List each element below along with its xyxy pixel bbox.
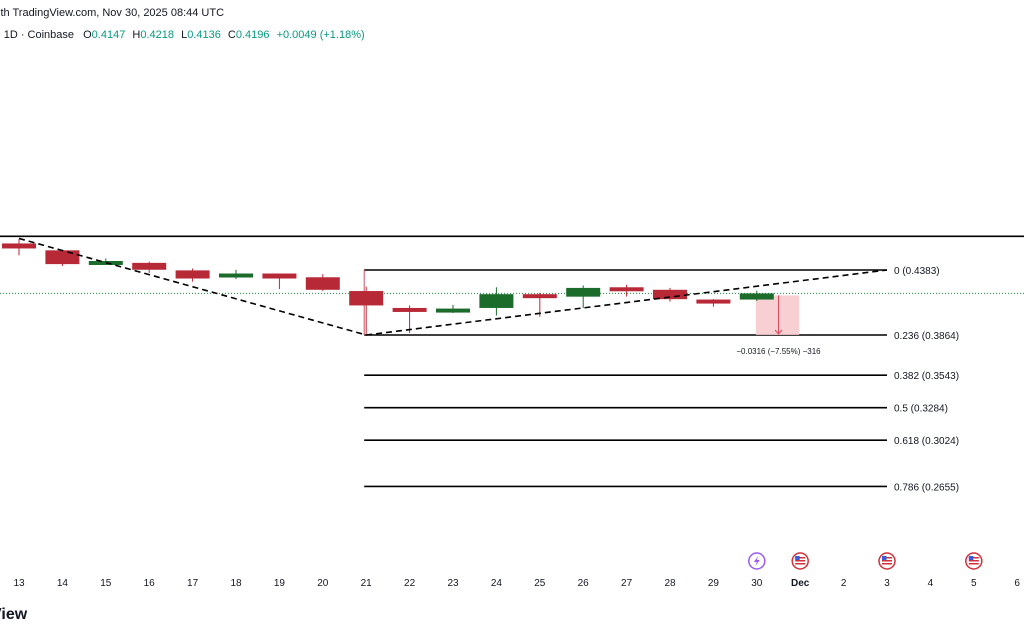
x-axis-tick-label: 17 xyxy=(187,578,199,589)
candle-body xyxy=(479,294,514,308)
x-axis-tick-label: 22 xyxy=(404,578,416,589)
candle-body xyxy=(522,294,557,299)
flag-canton xyxy=(968,556,974,560)
candle-body xyxy=(392,307,427,312)
x-axis-tick-label: 13 xyxy=(13,578,25,589)
x-axis-tick-label: 16 xyxy=(144,578,156,589)
ohlc-legend: · 1D · Coinbase O0.4147 H0.4218 L0.4136 … xyxy=(0,29,369,41)
x-axis-tick-label: 3 xyxy=(884,578,890,589)
flag-stripe xyxy=(795,563,806,565)
x-axis-tick-label: 4 xyxy=(928,578,934,589)
x-axis-tick-label: 26 xyxy=(578,578,590,589)
flag-canton xyxy=(795,556,800,560)
x-axis-tick-label: 30 xyxy=(751,578,763,589)
x-axis-tick-label: 19 xyxy=(274,578,286,589)
trendline xyxy=(18,237,367,336)
lightning-glyph xyxy=(753,556,760,566)
change-value: +0.0049 (+1.18%) xyxy=(276,29,365,41)
flag-stripe xyxy=(882,563,892,565)
candle-body xyxy=(45,250,80,265)
published-info: ith TradingView.com, Nov 30, 2025 08:44 … xyxy=(0,7,225,19)
candle-body xyxy=(305,277,340,290)
flag-stripe xyxy=(882,557,892,559)
fib-level-label: 0.618 (0.3024) xyxy=(894,436,959,447)
x-axis-tick-label: 21 xyxy=(361,578,373,589)
x-axis-tick-label: 25 xyxy=(534,578,546,589)
candle-body xyxy=(696,299,731,304)
x-axis-tick-label: 2 xyxy=(841,578,847,589)
fib-level-label: 0.382 (0.3543) xyxy=(894,371,959,382)
measure-box xyxy=(755,295,800,335)
fib-level-label: 0 (0.4383) xyxy=(894,266,940,277)
candle-body xyxy=(349,291,384,306)
close-key: C xyxy=(227,29,236,41)
x-axis-tick-label: 18 xyxy=(230,578,242,589)
x-axis-tick-label: 6 xyxy=(1014,578,1020,589)
candle-body xyxy=(175,270,210,279)
open-value: 0.4147 xyxy=(91,29,126,41)
close-value: 0.4196 xyxy=(235,29,270,41)
candle-body xyxy=(219,273,253,278)
brand-logo-text: View xyxy=(0,606,28,623)
flag-stripe xyxy=(968,563,979,565)
high-value: 0.4218 xyxy=(140,29,174,41)
fib-level-label: 0.236 (0.3864) xyxy=(894,331,959,342)
flag-stripe xyxy=(968,560,979,562)
x-axis-tick-label: 23 xyxy=(447,578,459,589)
flag-canton xyxy=(882,556,887,560)
flag-stripe xyxy=(968,557,979,559)
candle-body xyxy=(653,289,687,300)
candle-body xyxy=(436,308,470,313)
symbol-interval: · 1D · Coinbase xyxy=(0,29,75,41)
candle-body xyxy=(739,293,774,300)
x-axis-tick-label: 20 xyxy=(317,578,329,589)
candle-body xyxy=(262,273,297,279)
open-key: O xyxy=(83,29,92,41)
x-axis-tick-label: 15 xyxy=(100,578,112,589)
flag-stripe xyxy=(882,560,892,562)
x-axis-tick-label: 28 xyxy=(664,578,676,589)
trendline xyxy=(366,269,888,336)
x-axis-tick-label: 27 xyxy=(621,578,633,589)
candle-body xyxy=(566,287,601,297)
x-axis-tick-label: 14 xyxy=(57,578,69,589)
fib-level-label: 0.786 (0.2655) xyxy=(894,482,959,493)
chart-header: ith TradingView.com, Nov 30, 2025 08:44 … xyxy=(0,0,1024,42)
x-axis-tick-label: 24 xyxy=(491,578,503,589)
flag-stripe xyxy=(795,560,806,562)
x-axis-tick-label: 29 xyxy=(708,578,720,589)
high-key: H xyxy=(132,29,141,41)
low-value: 0.4136 xyxy=(187,29,221,41)
flag-stripe xyxy=(795,557,806,559)
low-key: L xyxy=(181,29,188,41)
candle-body xyxy=(132,262,167,270)
x-axis-tick-label: Dec xyxy=(791,578,810,589)
measure-label: −0.0316 (−7.55%) −316 xyxy=(736,347,821,356)
fib-level-label: 0.5 (0.3284) xyxy=(894,404,948,415)
candle-body xyxy=(2,243,36,249)
candle-body xyxy=(609,287,644,292)
measure-arrow-head xyxy=(774,329,783,335)
x-axis-tick-label: 5 xyxy=(971,578,977,589)
